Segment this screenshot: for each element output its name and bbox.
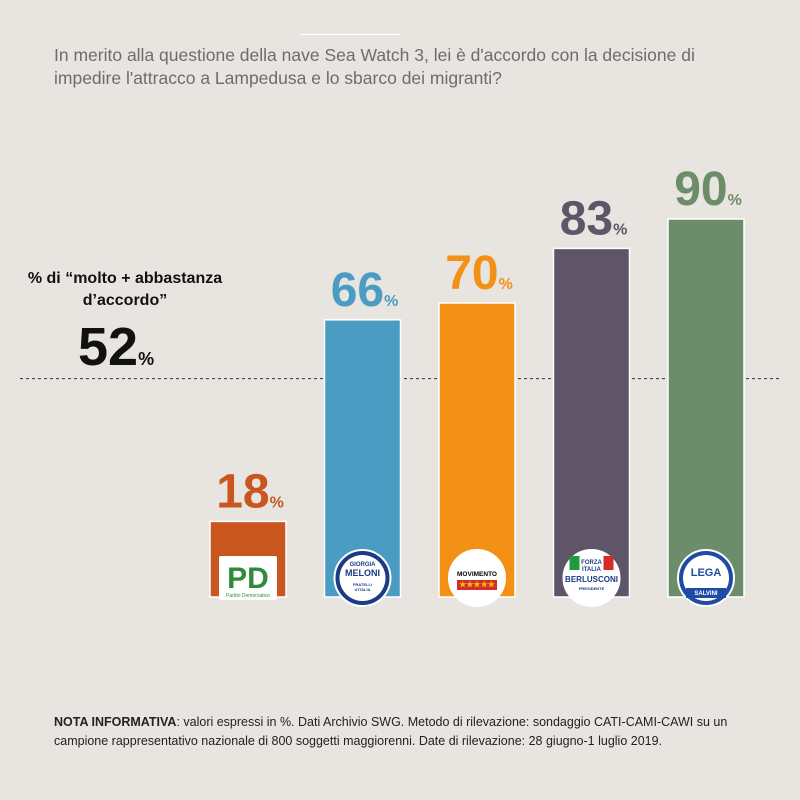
- data-label-value: 90: [674, 163, 727, 216]
- reference-value: 52%: [78, 318, 154, 388]
- footnote: NOTA INFORMATIVA: valori espressi in %. …: [54, 713, 774, 751]
- logo-text: FRATELLI: [353, 582, 372, 587]
- data-label-unit: %: [384, 293, 398, 310]
- bar: [438, 302, 516, 598]
- footnote-heading: NOTA INFORMATIVA: [54, 715, 177, 729]
- logo-text: PD: [227, 562, 269, 595]
- logo-background: [448, 549, 506, 607]
- chart-question: In merito alla questione della nave Sea …: [54, 45, 695, 88]
- data-label-unit: %: [613, 221, 627, 238]
- logo-text: ★★★★★: [459, 580, 496, 589]
- data-label: 90%: [674, 163, 742, 216]
- logo-flag-green: [569, 556, 580, 570]
- reference-value-number: 52: [78, 317, 139, 377]
- bar: [667, 218, 745, 598]
- data-label-unit: %: [270, 494, 284, 511]
- reference-value-unit: %: [138, 349, 155, 369]
- logo-text: GIORGIA: [349, 562, 376, 568]
- data-label-unit: %: [499, 276, 513, 293]
- logo-band: [457, 580, 497, 590]
- data-label-value: 18: [216, 465, 269, 518]
- logo-text: SALVINI: [694, 591, 718, 597]
- data-label-unit: %: [728, 192, 742, 209]
- logo-text: d'ITALIA: [355, 587, 371, 592]
- bar: [552, 247, 631, 598]
- logo-text: ITALIA: [582, 567, 602, 573]
- data-label: 70%: [445, 247, 513, 300]
- logo-text: BERLUSCONI: [565, 575, 618, 584]
- footnote-text: : valori espressi in %. Dati Archivio SW…: [54, 715, 728, 748]
- data-label-value: 66: [331, 264, 384, 317]
- data-label: 66%: [331, 264, 399, 317]
- logo-text: LEGA: [691, 567, 722, 579]
- logo-inner: [339, 555, 386, 601]
- top-divider: [300, 34, 400, 35]
- logo-text: Partito Democratico: [226, 593, 270, 599]
- logo-background: [219, 556, 277, 600]
- reference-label: % di “molto + abbastanza d’accordo”: [27, 270, 223, 309]
- lega-logo: LEGA SALVINI: [677, 549, 735, 607]
- data-label: 83%: [560, 192, 628, 245]
- logo-text: FORZA: [581, 560, 602, 566]
- bar-group: 70% MOVIMENTO ★★★★★: [438, 247, 516, 607]
- m5s-logo: MOVIMENTO ★★★★★: [448, 549, 506, 607]
- bar-group: 90% LEGA SALVINI: [667, 163, 745, 607]
- logo-text: PRESIDENTE: [579, 586, 605, 591]
- data-label: 18%: [216, 465, 284, 518]
- data-label-value: 70: [445, 247, 498, 300]
- data-label-value: 83: [560, 192, 613, 245]
- logo-text: MOVIMENTO: [457, 571, 497, 578]
- logo-band: [686, 588, 726, 598]
- logo-flag-red: [603, 556, 614, 570]
- logo-text: MELONI: [345, 568, 380, 578]
